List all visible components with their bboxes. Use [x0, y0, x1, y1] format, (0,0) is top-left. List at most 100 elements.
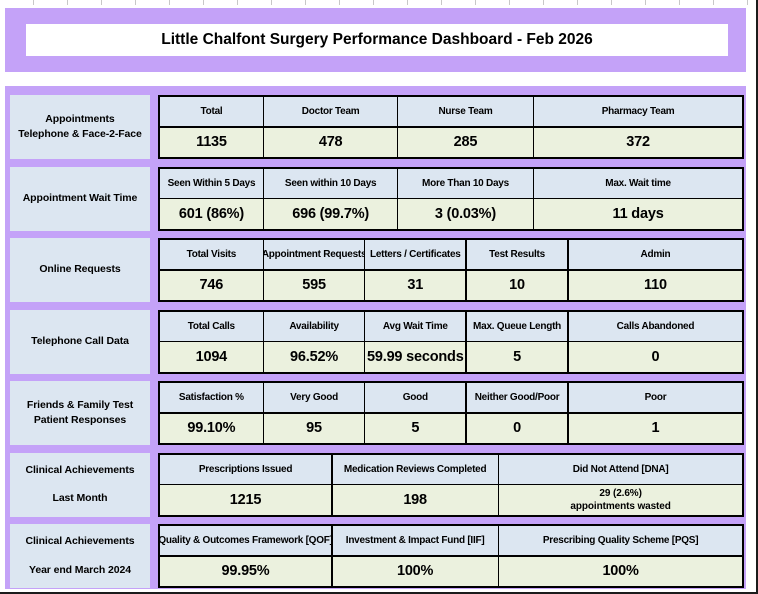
value-cell: 59.99 seconds: [365, 342, 466, 372]
column-header: Avg Wait Time: [365, 311, 466, 341]
column-header: Max. Queue Length: [466, 311, 568, 341]
column-header: Investment & Impact Fund [IIF]: [332, 526, 498, 556]
clinical-last-month-table: Prescriptions Issued Medication Reviews …: [158, 452, 744, 517]
column-header: Medication Reviews Completed: [332, 454, 498, 484]
value-cell: 5: [466, 342, 568, 372]
row-label-line: Year end March 2024: [29, 563, 131, 576]
column-header: More Than 10 Days: [398, 168, 533, 198]
row-label-appointments: Appointments Telephone & Face-2-Face: [10, 95, 150, 159]
row-label-line: Clinical Achievements: [25, 463, 135, 476]
column-header: Calls Abandoned: [568, 311, 742, 341]
column-header: Prescribing Quality Scheme [PQS]: [499, 526, 742, 556]
spacer: [150, 453, 158, 517]
column-header: Pharmacy Team: [534, 97, 742, 127]
value-cell: 601 (86%): [160, 199, 263, 229]
row-online-requests: Online Requests Total Visits Appointment…: [10, 238, 746, 302]
column-header: Did Not Attend [DNA]: [499, 454, 742, 484]
value-cell: 3 (0.03%): [398, 199, 533, 229]
row-label-line: Online Requests: [39, 263, 121, 276]
dashboard-panel: Appointments Telephone & Face-2-Face Tot…: [5, 86, 746, 589]
column-header: Nurse Team: [398, 97, 533, 127]
spacer: [150, 95, 158, 159]
row-wait-time: Appointment Wait Time Seen Within 5 Days…: [10, 166, 746, 231]
row-label-line: Clinical Achievements: [25, 535, 135, 548]
column-header: Availability: [264, 311, 364, 341]
row-label-clinical-last-month: Clinical Achievements Last Month: [10, 452, 150, 517]
spacer: [150, 238, 158, 302]
friends-family-table: Satisfaction % Very Good Good Neither Go…: [158, 381, 744, 445]
value-cell-dna: 29 (2.6%) appointments wasted: [499, 485, 742, 515]
value-cell: 1: [568, 413, 742, 443]
value-cell: 99.10%: [160, 413, 263, 443]
value-cell: 198: [332, 485, 498, 515]
column-header: Very Good: [264, 383, 364, 413]
value-cell: 96.52%: [264, 342, 364, 372]
column-header: Total: [160, 97, 263, 127]
column-header: Poor: [568, 383, 742, 413]
value-cell: 95: [264, 413, 364, 443]
value-cell: 285: [398, 127, 533, 157]
value-cell: 100%: [332, 556, 498, 586]
column-header: Total Visits: [160, 240, 263, 270]
row-appointments: Appointments Telephone & Face-2-Face Tot…: [10, 95, 746, 159]
column-header: Total Calls: [160, 311, 263, 341]
value-cell: 5: [365, 413, 466, 443]
appointments-table: Total Doctor Team Nurse Team Pharmacy Te…: [158, 95, 744, 159]
row-clinical-last-month: Clinical Achievements Last Month Prescri…: [10, 452, 746, 517]
spacer: [150, 310, 158, 374]
spacer: [150, 524, 158, 588]
column-header: Satisfaction %: [160, 383, 263, 413]
value-cell: 0: [466, 413, 568, 443]
value-cell: 372: [534, 127, 742, 157]
telephone-calls-table: Total Calls Availability Avg Wait Time M…: [158, 309, 744, 374]
value-cell: 10: [466, 270, 568, 300]
column-header: Letters / Certificates: [365, 240, 466, 270]
row-label-line: Appointments: [45, 112, 115, 125]
value-cell: 11 days: [534, 199, 742, 229]
value-cell: 110: [568, 270, 742, 300]
column-header: Good: [365, 383, 466, 413]
value-cell: 746: [160, 270, 263, 300]
column-header: Neither Good/Poor: [466, 383, 568, 413]
row-label-line: Appointment Wait Time: [22, 191, 138, 204]
value-cell: 696 (99.7%): [264, 199, 397, 229]
value-cell: 1135: [160, 127, 263, 157]
wait-time-table: Seen Within 5 Days Seen within 10 Days M…: [158, 166, 744, 231]
column-header: Doctor Team: [264, 97, 397, 127]
column-header: Seen Within 5 Days: [160, 168, 263, 198]
row-label-line: Patient Responses: [33, 414, 127, 426]
value-cell: 1215: [160, 485, 332, 515]
row-label-line: Telephone & Face-2-Face: [18, 128, 142, 140]
row-label-clinical-year-end: Clinical Achievements Year end March 202…: [10, 524, 150, 588]
row-label-online-requests: Online Requests: [10, 238, 150, 302]
row-label-line: Friends & Family Test: [26, 398, 134, 411]
spacer: [150, 381, 158, 445]
row-label-friends-family: Friends & Family Test Patient Responses: [10, 381, 150, 445]
page-title: Little Chalfont Surgery Performance Dash…: [161, 31, 593, 48]
column-header: Quality & Outcomes Framework [QOF]: [160, 526, 332, 556]
value-cell: 0: [568, 342, 742, 372]
title-box: Little Chalfont Surgery Performance Dash…: [26, 24, 728, 56]
value-cell: 99.95%: [160, 556, 332, 586]
spreadsheet-gridline-strip: [0, 0, 756, 5]
column-header: Max. Wait time: [534, 168, 742, 198]
column-header: Appointment Requests: [264, 240, 364, 270]
value-cell: 478: [264, 127, 397, 157]
value-cell: 595: [264, 270, 364, 300]
row-clinical-year-end: Clinical Achievements Year end March 202…: [10, 524, 746, 588]
column-header: Admin: [568, 240, 742, 270]
value-cell: 100%: [499, 556, 742, 586]
spacer: [150, 167, 158, 231]
row-label-wait-time: Appointment Wait Time: [10, 166, 150, 231]
column-header: Seen within 10 Days: [264, 168, 397, 198]
row-label-telephone-calls: Telephone Call Data: [10, 309, 150, 374]
column-header: Test Results: [466, 240, 568, 270]
value-cell: 31: [365, 270, 466, 300]
row-label-line: Telephone Call Data: [31, 334, 129, 347]
dna-value-line: 29 (2.6%): [599, 487, 642, 499]
clinical-year-end-table: Quality & Outcomes Framework [QOF] Inves…: [158, 524, 744, 588]
row-friends-family: Friends & Family Test Patient Responses …: [10, 381, 746, 445]
online-requests-table: Total Visits Appointment Requests Letter…: [158, 238, 744, 302]
value-cell: 1094: [160, 342, 263, 372]
